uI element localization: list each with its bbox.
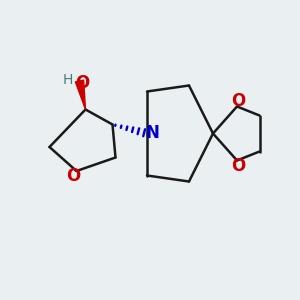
Text: O: O <box>66 167 81 185</box>
Polygon shape <box>75 80 85 110</box>
Text: O: O <box>231 92 246 110</box>
Text: O: O <box>231 157 246 175</box>
Text: H: H <box>63 73 73 86</box>
Text: N: N <box>146 124 159 142</box>
Text: O: O <box>75 74 90 92</box>
